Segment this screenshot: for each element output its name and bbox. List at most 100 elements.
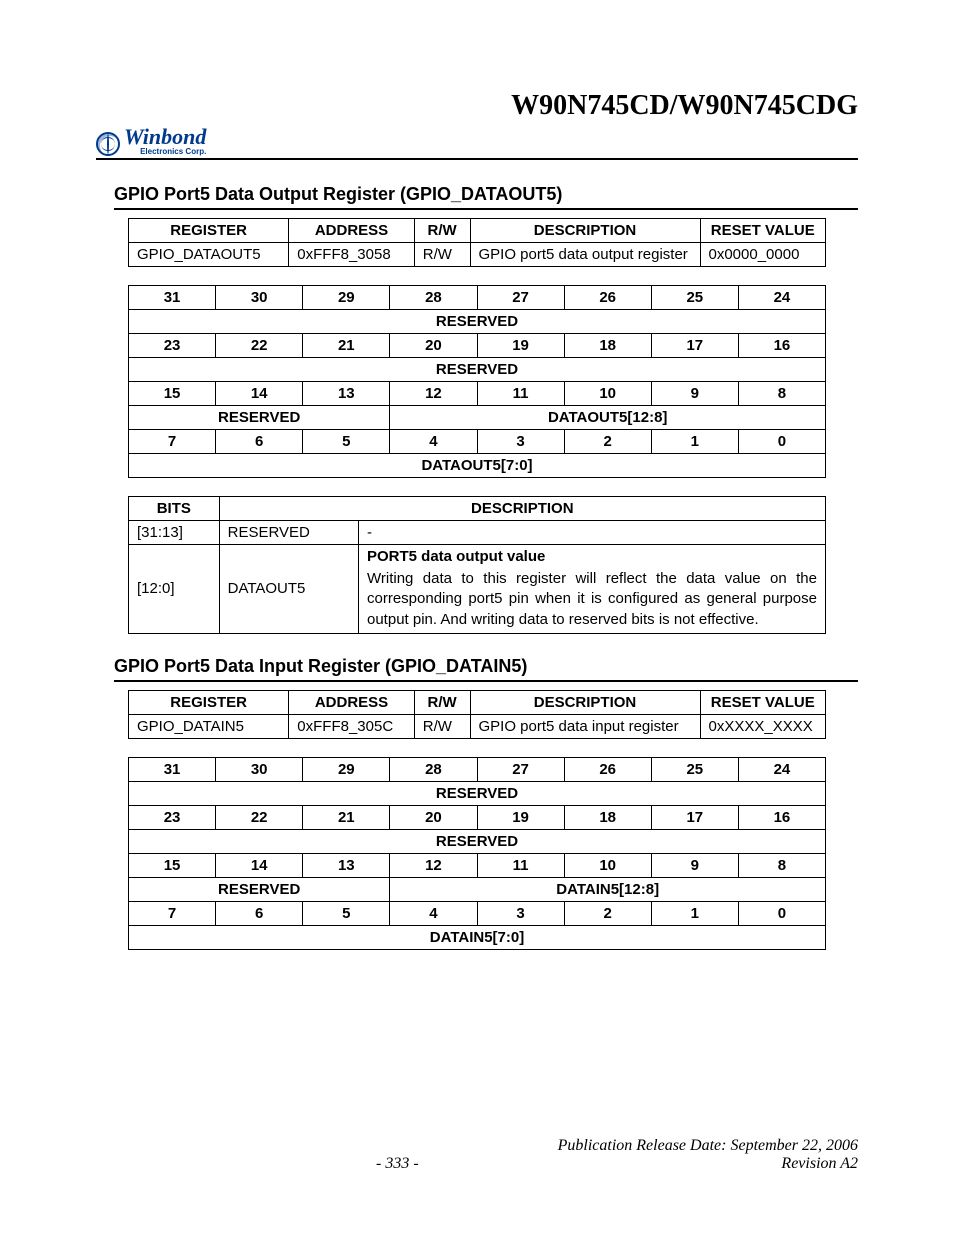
col-description: DESCRIPTION (219, 497, 825, 521)
bit-label-cell: DATAIN5[7:0] (129, 925, 826, 949)
bitmap-row: RESERVED (129, 781, 826, 805)
cell-reset: 0x0000_0000 (700, 243, 826, 267)
table-header-row: BITS DESCRIPTION (129, 497, 826, 521)
cell-name: RESERVED (219, 521, 358, 545)
cell-address: 0xFFF8_3058 (289, 243, 414, 267)
col-reset: RESET VALUE (700, 219, 826, 243)
bit-cell: 7 (129, 430, 216, 454)
bit-label-cell: RESERVED (129, 781, 826, 805)
logo-block: Winbond Electronics Corp. (124, 126, 206, 156)
bit-cell: 22 (216, 334, 303, 358)
col-address: ADDRESS (289, 219, 414, 243)
bit-cell: 5 (303, 430, 390, 454)
cell-body: - (359, 521, 826, 545)
bit-cell: 22 (216, 805, 303, 829)
section2-bitmap-table: 3130292827262524RESERVED2322212019181716… (128, 757, 826, 950)
bit-cell: 3 (477, 901, 564, 925)
winbond-globe-icon (96, 132, 120, 156)
cell-bits: [12:0] (129, 545, 220, 634)
col-rw: R/W (414, 690, 470, 714)
bit-cell: 26 (564, 757, 651, 781)
col-register: REGISTER (129, 219, 289, 243)
bitmap-row: RESERVED (129, 358, 826, 382)
col-bits: BITS (129, 497, 220, 521)
bit-label-cell: DATAIN5[12:8] (390, 877, 826, 901)
bitmap-row: 3130292827262524 (129, 286, 826, 310)
cell-register: GPIO_DATAIN5 (129, 714, 289, 738)
col-register: REGISTER (129, 690, 289, 714)
bit-cell: 1 (651, 901, 738, 925)
bit-cell: 8 (738, 853, 825, 877)
bit-cell: 25 (651, 286, 738, 310)
bit-cell: 29 (303, 757, 390, 781)
bit-cell: 9 (651, 853, 738, 877)
table-header-row: REGISTER ADDRESS R/W DESCRIPTION RESET V… (129, 219, 826, 243)
bit-cell: 16 (738, 334, 825, 358)
cell-rw: R/W (414, 243, 470, 267)
bit-cell: 21 (303, 805, 390, 829)
bitmap-row: 2322212019181716 (129, 805, 826, 829)
bit-cell: 15 (129, 853, 216, 877)
cell-body-wrap: PORT5 data output value Writing data to … (359, 545, 826, 634)
bit-label-cell: RESERVED (129, 829, 826, 853)
bit-cell: 30 (216, 286, 303, 310)
header-bar: Winbond Electronics Corp. (96, 126, 858, 160)
bit-cell: 3 (477, 430, 564, 454)
bit-cell: 6 (216, 901, 303, 925)
cell-desc: GPIO port5 data input register (470, 714, 700, 738)
section1-description-table: BITS DESCRIPTION [31:13] RESERVED - [12:… (128, 496, 826, 634)
bit-cell: 7 (129, 901, 216, 925)
bit-cell: 11 (477, 382, 564, 406)
bitmap-row: 15141312111098 (129, 382, 826, 406)
bitmap-row: RESERVED (129, 310, 826, 334)
bit-cell: 8 (738, 382, 825, 406)
table-row: GPIO_DATAOUT5 0xFFF8_3058 R/W GPIO port5… (129, 243, 826, 267)
bit-cell: 28 (390, 757, 477, 781)
cell-name: DATAOUT5 (219, 545, 358, 634)
bit-cell: 30 (216, 757, 303, 781)
bit-cell: 16 (738, 805, 825, 829)
bit-label-cell: RESERVED (129, 877, 390, 901)
cell-reset: 0xXXXX_XXXX (700, 714, 826, 738)
bitmap-row: 2322212019181716 (129, 334, 826, 358)
bit-cell: 21 (303, 334, 390, 358)
col-reset: RESET VALUE (700, 690, 826, 714)
bit-cell: 10 (564, 853, 651, 877)
page-footer: Publication Release Date: September 22, … (96, 1137, 858, 1173)
col-description: DESCRIPTION (470, 690, 700, 714)
footer-page: - 333 - (376, 1155, 419, 1173)
bit-label-cell: DATAOUT5[12:8] (390, 406, 826, 430)
bit-cell: 0 (738, 430, 825, 454)
bit-cell: 2 (564, 901, 651, 925)
cell-bits: [31:13] (129, 521, 220, 545)
bitmap-row: RESERVEDDATAOUT5[12:8] (129, 406, 826, 430)
col-address: ADDRESS (289, 690, 414, 714)
bit-cell: 23 (129, 334, 216, 358)
bit-cell: 1 (651, 430, 738, 454)
bit-cell: 27 (477, 286, 564, 310)
cell-register: GPIO_DATAOUT5 (129, 243, 289, 267)
bitmap-row: 3130292827262524 (129, 757, 826, 781)
bit-cell: 20 (390, 334, 477, 358)
bit-cell: 5 (303, 901, 390, 925)
bit-cell: 4 (390, 430, 477, 454)
bit-label-cell: DATAOUT5[7:0] (129, 454, 826, 478)
bit-cell: 24 (738, 286, 825, 310)
bit-cell: 9 (651, 382, 738, 406)
bitmap-row: DATAIN5[7:0] (129, 925, 826, 949)
bitmap-row: 15141312111098 (129, 853, 826, 877)
bit-cell: 13 (303, 853, 390, 877)
bitmap-row: 76543210 (129, 901, 826, 925)
bitmap-row: DATAOUT5[7:0] (129, 454, 826, 478)
bit-cell: 27 (477, 757, 564, 781)
table-row: [12:0] DATAOUT5 PORT5 data output value … (129, 545, 826, 634)
section2-register-table: REGISTER ADDRESS R/W DESCRIPTION RESET V… (128, 690, 826, 739)
section2-title: GPIO Port5 Data Input Register (GPIO_DAT… (114, 656, 858, 682)
bit-cell: 11 (477, 853, 564, 877)
bit-cell: 15 (129, 382, 216, 406)
bit-cell: 12 (390, 853, 477, 877)
bit-cell: 17 (651, 805, 738, 829)
bit-cell: 18 (564, 334, 651, 358)
table-header-row: REGISTER ADDRESS R/W DESCRIPTION RESET V… (129, 690, 826, 714)
bit-cell: 12 (390, 382, 477, 406)
